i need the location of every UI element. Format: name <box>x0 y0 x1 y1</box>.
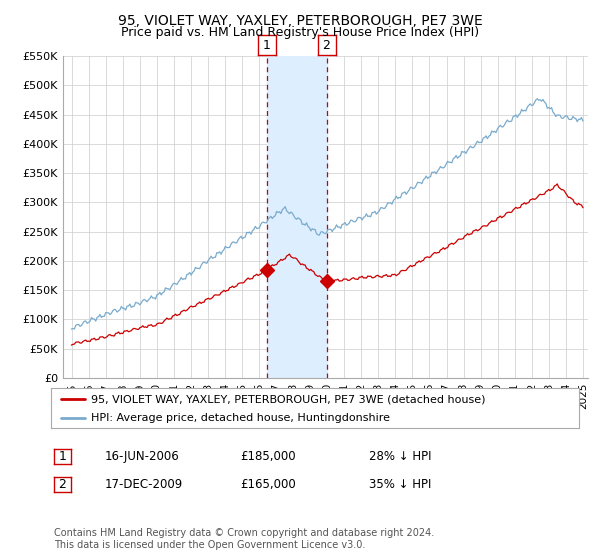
Text: 28% ↓ HPI: 28% ↓ HPI <box>369 450 431 463</box>
Text: 17-DEC-2009: 17-DEC-2009 <box>105 478 183 491</box>
Text: 1: 1 <box>263 39 271 52</box>
Text: £185,000: £185,000 <box>240 450 296 463</box>
Text: 35% ↓ HPI: 35% ↓ HPI <box>369 478 431 491</box>
Text: HPI: Average price, detached house, Huntingdonshire: HPI: Average price, detached house, Hunt… <box>91 413 389 423</box>
Text: 95, VIOLET WAY, YAXLEY, PETERBOROUGH, PE7 3WE (detached house): 95, VIOLET WAY, YAXLEY, PETERBOROUGH, PE… <box>91 394 485 404</box>
Text: 2: 2 <box>58 478 67 491</box>
Text: 95, VIOLET WAY, YAXLEY, PETERBOROUGH, PE7 3WE: 95, VIOLET WAY, YAXLEY, PETERBOROUGH, PE… <box>118 14 482 28</box>
Text: Price paid vs. HM Land Registry's House Price Index (HPI): Price paid vs. HM Land Registry's House … <box>121 26 479 39</box>
Text: Contains HM Land Registry data © Crown copyright and database right 2024.
This d: Contains HM Land Registry data © Crown c… <box>54 528 434 550</box>
Text: 2: 2 <box>323 39 331 52</box>
Bar <box>267 56 326 378</box>
Text: 1: 1 <box>58 450 67 463</box>
Text: £165,000: £165,000 <box>240 478 296 491</box>
Text: 16-JUN-2006: 16-JUN-2006 <box>105 450 180 463</box>
